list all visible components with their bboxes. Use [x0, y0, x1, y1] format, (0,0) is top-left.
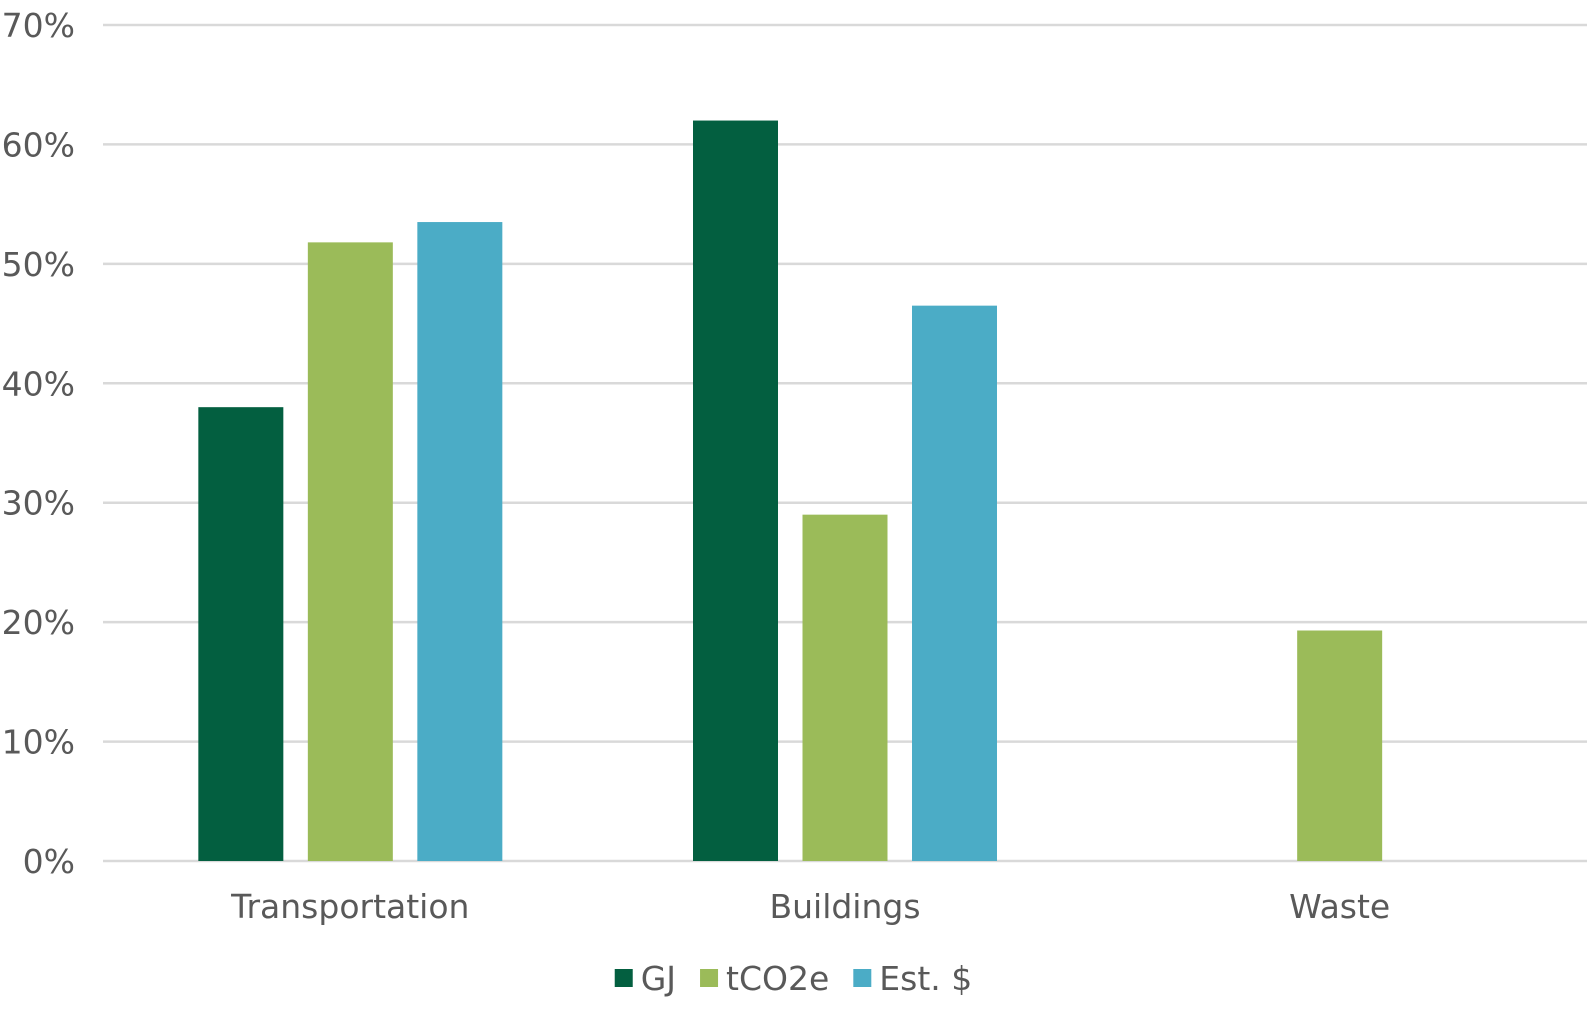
- y-tick-label: 60%: [2, 125, 75, 164]
- y-tick-label: 50%: [2, 245, 75, 284]
- bar-gj-transportation: [198, 407, 284, 861]
- x-axis-category-labels: Transportation Buildings Waste: [230, 887, 1390, 926]
- bar-est-buildings: [912, 305, 997, 862]
- legend-swatch: [853, 969, 872, 987]
- y-tick-label: 30%: [2, 484, 75, 523]
- bar-est-transportation: [417, 222, 503, 862]
- legend-item: tCO2e: [700, 959, 829, 998]
- bars: [198, 120, 1383, 862]
- bar-gj-buildings: [693, 120, 778, 862]
- legend-label: GJ: [641, 959, 676, 998]
- y-tick-label: 70%: [2, 6, 75, 45]
- y-axis-tick-labels: 0% 10% 20% 30% 40% 50% 60% 70%: [2, 6, 75, 881]
- legend-swatch: [614, 969, 633, 987]
- legend: GJ tCO2e Est. $: [614, 959, 972, 998]
- legend-item: GJ: [614, 959, 676, 998]
- bar-tco2e-transportation: [307, 242, 393, 862]
- bar-tco2e-waste: [1297, 630, 1383, 861]
- bar-tco2e-buildings: [802, 514, 888, 861]
- y-tick-label: 0%: [23, 842, 75, 881]
- legend-swatch: [700, 969, 719, 987]
- legend-item: Est. $: [853, 959, 972, 998]
- legend-label: tCO2e: [726, 959, 829, 998]
- y-tick-label: 10%: [2, 723, 75, 762]
- x-category-label: Waste: [1289, 887, 1390, 926]
- x-category-label: Buildings: [769, 887, 920, 926]
- x-category-label: Transportation: [230, 887, 469, 926]
- y-tick-label: 40%: [2, 364, 75, 403]
- y-tick-label: 20%: [2, 603, 75, 642]
- legend-label: Est. $: [879, 959, 972, 998]
